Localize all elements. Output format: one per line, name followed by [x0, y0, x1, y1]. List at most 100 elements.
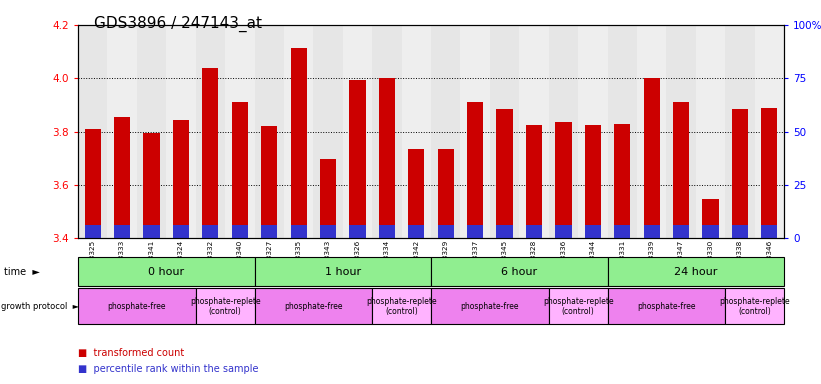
Text: ■  transformed count: ■ transformed count [78, 348, 184, 358]
Bar [548, 25, 578, 238]
Bar [608, 257, 784, 286]
Text: 0 hour: 0 hour [148, 266, 185, 277]
Bar [431, 25, 461, 238]
Bar [732, 109, 748, 238]
Text: phosphate-free: phosphate-free [284, 302, 342, 311]
Bar [343, 25, 372, 238]
Bar [725, 25, 754, 238]
Text: ■  percentile rank within the sample: ■ percentile rank within the sample [78, 364, 259, 374]
Bar [548, 288, 608, 324]
Bar [320, 159, 336, 238]
Bar [137, 25, 166, 238]
Bar [166, 25, 195, 238]
Bar [761, 108, 777, 238]
Bar [114, 117, 131, 238]
Bar [85, 225, 101, 238]
Bar [644, 78, 660, 238]
Bar [78, 288, 195, 324]
Text: phosphate-replete
(control): phosphate-replete (control) [543, 296, 613, 316]
Bar [350, 225, 365, 238]
Bar [173, 225, 189, 238]
Bar [637, 25, 667, 238]
Bar [261, 126, 277, 238]
Bar [703, 199, 718, 238]
Bar [108, 25, 137, 238]
Bar [555, 122, 571, 238]
Bar [114, 225, 131, 238]
Text: growth protocol  ►: growth protocol ► [1, 302, 79, 311]
Bar [255, 288, 372, 324]
Bar [431, 257, 608, 286]
Text: GDS3896 / 247143_at: GDS3896 / 247143_at [94, 15, 263, 31]
Bar [614, 124, 631, 238]
Bar [232, 225, 248, 238]
Bar [438, 149, 454, 238]
Bar [696, 25, 725, 238]
Bar [78, 257, 255, 286]
Bar [408, 149, 424, 238]
Bar [754, 25, 784, 238]
Bar [461, 25, 490, 238]
Bar [725, 288, 784, 324]
Bar [78, 25, 108, 238]
Text: time  ►: time ► [4, 266, 40, 277]
Bar [526, 225, 542, 238]
Bar [291, 48, 307, 238]
Bar [202, 68, 218, 238]
Bar [578, 25, 608, 238]
Bar [195, 288, 255, 324]
Bar [732, 225, 748, 238]
Bar [526, 125, 542, 238]
Bar [232, 102, 248, 238]
Bar [255, 257, 431, 286]
Bar [202, 225, 218, 238]
Bar [608, 25, 637, 238]
Bar [497, 109, 512, 238]
Text: 24 hour: 24 hour [674, 266, 718, 277]
Bar [225, 25, 255, 238]
Bar [350, 79, 365, 238]
Bar [644, 225, 660, 238]
Text: phosphate-free: phosphate-free [108, 302, 166, 311]
Bar [144, 133, 159, 238]
Bar [673, 225, 689, 238]
Bar [261, 225, 277, 238]
Bar [467, 225, 484, 238]
Bar [284, 25, 314, 238]
Bar [585, 125, 601, 238]
Bar [378, 225, 395, 238]
Text: phosphate-free: phosphate-free [461, 302, 519, 311]
Bar [431, 288, 548, 324]
Bar [401, 25, 431, 238]
Bar [490, 25, 519, 238]
Text: phosphate-free: phosphate-free [637, 302, 695, 311]
Bar [144, 225, 159, 238]
Bar [408, 225, 424, 238]
Bar [761, 225, 777, 238]
Bar [555, 225, 571, 238]
Text: phosphate-replete
(control): phosphate-replete (control) [190, 296, 260, 316]
Bar [291, 225, 307, 238]
Bar [173, 119, 189, 238]
Bar [195, 25, 225, 238]
Text: phosphate-replete
(control): phosphate-replete (control) [719, 296, 790, 316]
Bar [372, 25, 401, 238]
Bar [320, 225, 336, 238]
Bar [255, 25, 284, 238]
Bar [608, 288, 725, 324]
Bar [614, 225, 631, 238]
Text: 1 hour: 1 hour [324, 266, 361, 277]
Bar [703, 225, 718, 238]
Bar [378, 78, 395, 238]
Bar [519, 25, 548, 238]
Bar [314, 25, 343, 238]
Bar [673, 102, 689, 238]
Bar [585, 225, 601, 238]
Bar [667, 25, 695, 238]
Bar [467, 102, 484, 238]
Text: phosphate-replete
(control): phosphate-replete (control) [366, 296, 437, 316]
Bar [85, 129, 101, 238]
Bar [372, 288, 431, 324]
Text: 6 hour: 6 hour [501, 266, 538, 277]
Bar [497, 225, 512, 238]
